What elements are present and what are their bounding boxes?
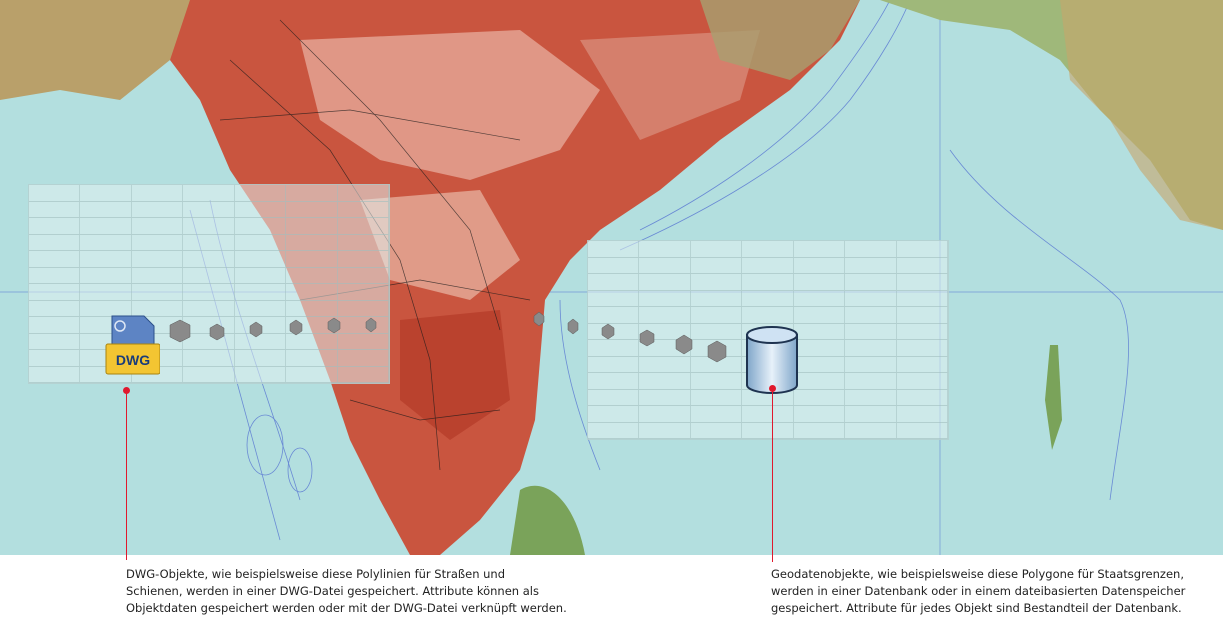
geodata-attribute-table [587, 240, 949, 440]
india-landmass [170, 0, 860, 555]
geodata-caption: Geodatenobjekte, wie beispielsweise dies… [771, 566, 1185, 617]
caption-line: gespeichert. Attribute für jedes Objekt … [771, 601, 1182, 615]
land-west [0, 0, 200, 100]
road-network [219, 19, 531, 471]
caption-line: Geodatenobjekte, wie beispielsweise dies… [771, 567, 1184, 581]
caption-line: DWG-Objekte, wie beispielsweise diese Po… [126, 567, 506, 581]
dwg-caption: DWG-Objekte, wie beispielsweise diese Po… [126, 566, 567, 617]
caption-line: Objektdaten gespeichert werden oder mit … [126, 601, 567, 615]
database-leader-line [772, 388, 773, 562]
dwg-attribute-table [28, 184, 390, 384]
dwg-icon-label: DWG [115, 352, 151, 368]
dwg-file-icon [105, 315, 160, 375]
database-cylinder-icon [746, 326, 798, 394]
caption-line: Schienen, werden in einer DWG-Datei gesp… [126, 584, 539, 598]
sri-lanka [510, 485, 585, 555]
caption-line: werden in einer Datenbank oder in einem … [771, 584, 1186, 598]
islands [1045, 345, 1062, 450]
dwg-leader-line [126, 390, 127, 560]
